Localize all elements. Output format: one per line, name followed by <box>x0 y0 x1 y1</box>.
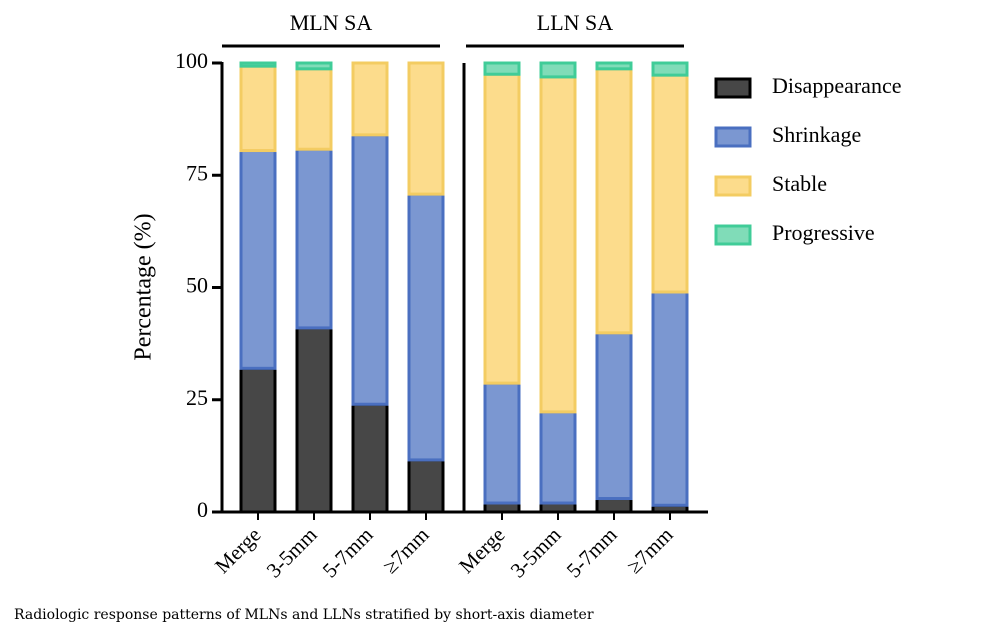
bar-segment <box>595 331 633 501</box>
x-tick-label: 5-7mm <box>318 523 378 583</box>
bar-segment <box>351 402 389 514</box>
legend-label: Stable <box>772 171 827 196</box>
bar-segment <box>483 381 521 505</box>
bar-segment <box>407 458 445 514</box>
x-tick-label: 3-5mm <box>506 523 566 583</box>
bar-segment <box>651 290 689 507</box>
bar-segment <box>595 67 633 335</box>
y-tick-label: 25 <box>186 385 208 410</box>
bar-segment <box>239 64 277 153</box>
bar-segment <box>539 75 577 414</box>
bar-segment <box>539 410 577 505</box>
bar-segment <box>239 149 277 370</box>
bar-segment <box>595 61 633 71</box>
bar-segment <box>407 61 445 196</box>
y-tick-label: 50 <box>186 273 208 298</box>
caption: Radiologic response patterns of MLNs and… <box>14 607 594 623</box>
x-tick-label: Merge <box>210 523 265 578</box>
bar-segment <box>239 366 277 514</box>
legend-swatch <box>714 126 752 148</box>
y-axis-label: Percentage (%) <box>131 213 157 360</box>
x-tick-label: 3-5mm <box>262 523 322 583</box>
legend-swatch <box>714 175 752 197</box>
x-tick-label: ≥7mm <box>378 523 434 579</box>
bar-segment <box>295 326 333 514</box>
legend-label: Disappearance <box>772 73 901 98</box>
legend-swatch <box>714 77 752 99</box>
y-tick-label: 100 <box>175 48 208 73</box>
bar-segment <box>407 192 445 462</box>
bar-segment <box>239 61 277 68</box>
x-tick-label: ≥7mm <box>622 523 678 579</box>
bar-segment <box>295 61 333 71</box>
bar-segment <box>595 497 633 514</box>
group-label: MLN SA <box>290 10 373 35</box>
x-tick-label: 5-7mm <box>562 523 622 583</box>
group-label: LLN SA <box>537 10 614 35</box>
x-tick-label: Merge <box>454 523 509 578</box>
bar-segment <box>651 61 689 77</box>
bar-segment <box>351 61 389 137</box>
legend-label: Progressive <box>772 220 875 245</box>
bar-segment <box>483 61 521 76</box>
bar-segment <box>483 72 521 385</box>
y-tick-label: 0 <box>197 497 208 522</box>
bar-segment <box>295 67 333 151</box>
legend-swatch <box>714 224 752 246</box>
bar-segment <box>295 147 333 330</box>
y-tick-label: 75 <box>186 160 208 185</box>
bar-segment <box>539 61 577 79</box>
bar-segment <box>651 73 689 294</box>
legend-label: Shrinkage <box>772 122 861 147</box>
bar-segment <box>351 133 389 406</box>
